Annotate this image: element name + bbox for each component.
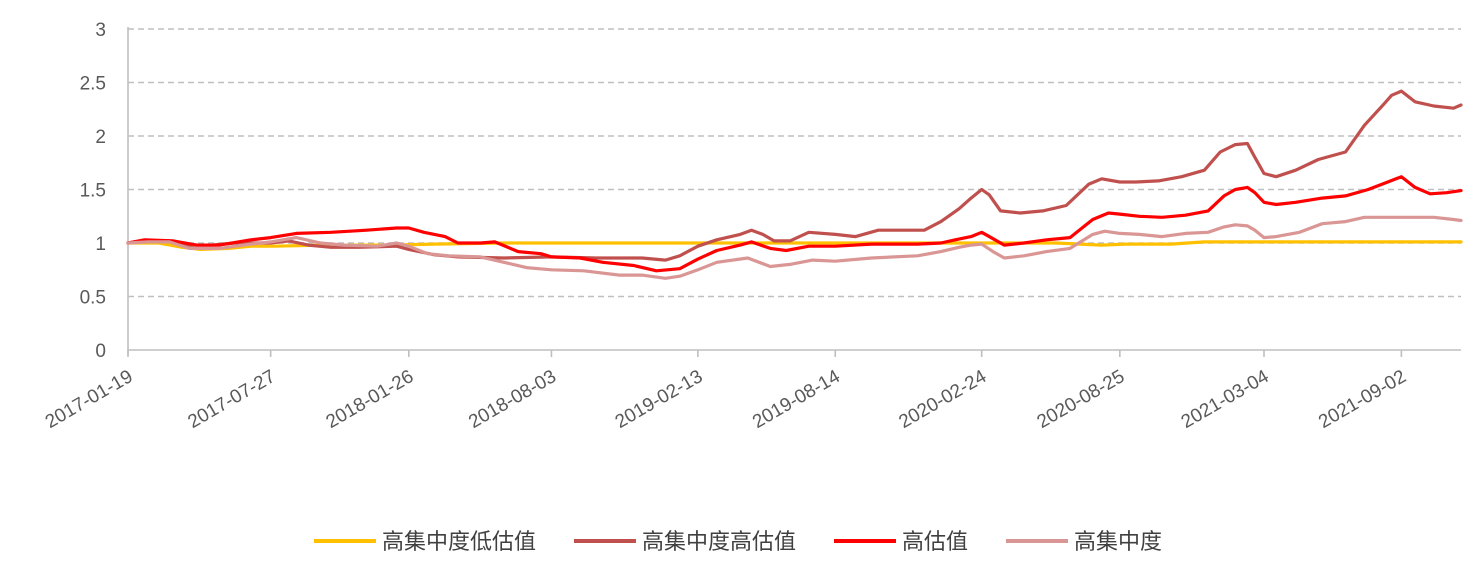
x-tick-label: 2017-07-27: [184, 366, 279, 433]
legend: 高集中度低估值 高集中度高估值 高估值 高集中度: [313, 530, 1162, 555]
x-tick-label: 2021-03-04: [1178, 366, 1273, 433]
x-tick-label: 2020-08-25: [1034, 366, 1129, 433]
x-tick-label: 2018-01-26: [323, 366, 418, 433]
x-tick-label: 2018-08-03: [465, 366, 560, 433]
series-line-3: [126, 215, 1463, 280]
legend-label: 高估值: [902, 530, 968, 555]
series-lines: [126, 89, 1463, 280]
grid: [128, 28, 1461, 298]
legend-item-0: 高集中度低估值: [313, 530, 536, 555]
y-tick-label: 2: [95, 127, 106, 148]
y-tick-label: 0: [95, 341, 106, 362]
legend-label: 高集中度高估值: [642, 530, 796, 555]
x-tick-label: 2019-02-13: [612, 366, 707, 433]
y-tick-label: 1: [95, 234, 106, 255]
legend-item-1: 高集中度高估值: [573, 530, 796, 555]
y-tick-label: 0.5: [80, 288, 106, 309]
x-tick-label: 2019-08-14: [749, 366, 844, 433]
x-tick-label: 2017-01-19: [42, 366, 137, 433]
y-tick-label: 3: [95, 20, 106, 41]
series-line-1: [126, 89, 1463, 262]
legend-label: 高集中度低估值: [382, 530, 536, 555]
y-tick-label: 2.5: [80, 74, 106, 95]
series-line-2: [126, 175, 1463, 273]
legend-label: 高集中度: [1074, 530, 1162, 555]
x-tick-label: 2020-02-24: [896, 366, 991, 433]
x-tick-label: 2021-09-02: [1315, 366, 1410, 433]
y-tick-label: 1.5: [80, 181, 106, 202]
legend-item-3: 高集中度: [1006, 530, 1162, 555]
legend-item-2: 高估值: [834, 530, 968, 555]
